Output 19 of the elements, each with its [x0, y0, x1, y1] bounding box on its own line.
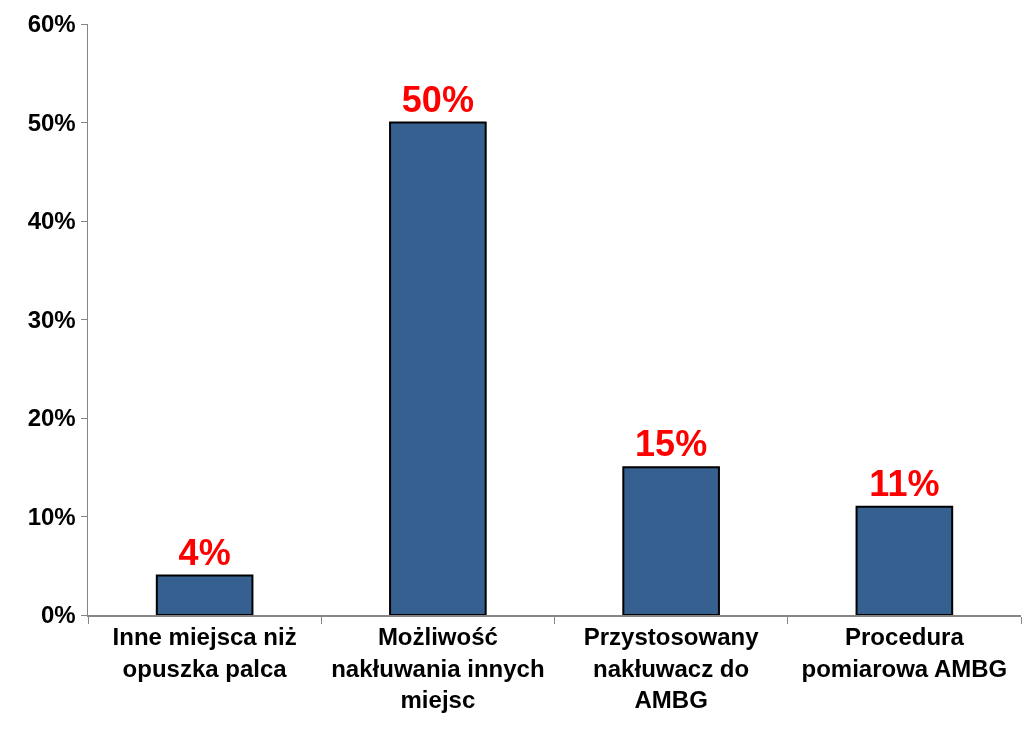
- x-tick-label: Przystosowany nakłuwacz do AMBG: [583, 623, 760, 713]
- y-tick-label: 10%: [27, 502, 76, 530]
- data-label: 15%: [635, 423, 708, 465]
- bar: [155, 574, 254, 615]
- data-label: 4%: [178, 531, 231, 573]
- x-tick-label: Możliwość nakłuwania innych miejsc: [331, 623, 545, 713]
- x-tick-label: Inne miejsca niż opuszka palca: [112, 623, 297, 682]
- y-tick-label: 0%: [41, 601, 76, 629]
- data-label: 11%: [869, 462, 940, 504]
- bar: [855, 505, 954, 615]
- y-tick-label: 40%: [27, 207, 76, 235]
- bar: [622, 466, 720, 615]
- x-tick-label: Procedura pomiarowa AMBG: [801, 623, 1008, 682]
- y-tick-label: 50%: [27, 108, 76, 136]
- y-tick-label: 20%: [27, 404, 76, 432]
- bar: [389, 121, 487, 615]
- data-label: 50%: [401, 78, 474, 120]
- y-tick-label: 30%: [27, 305, 76, 333]
- y-tick-label: 60%: [27, 10, 76, 38]
